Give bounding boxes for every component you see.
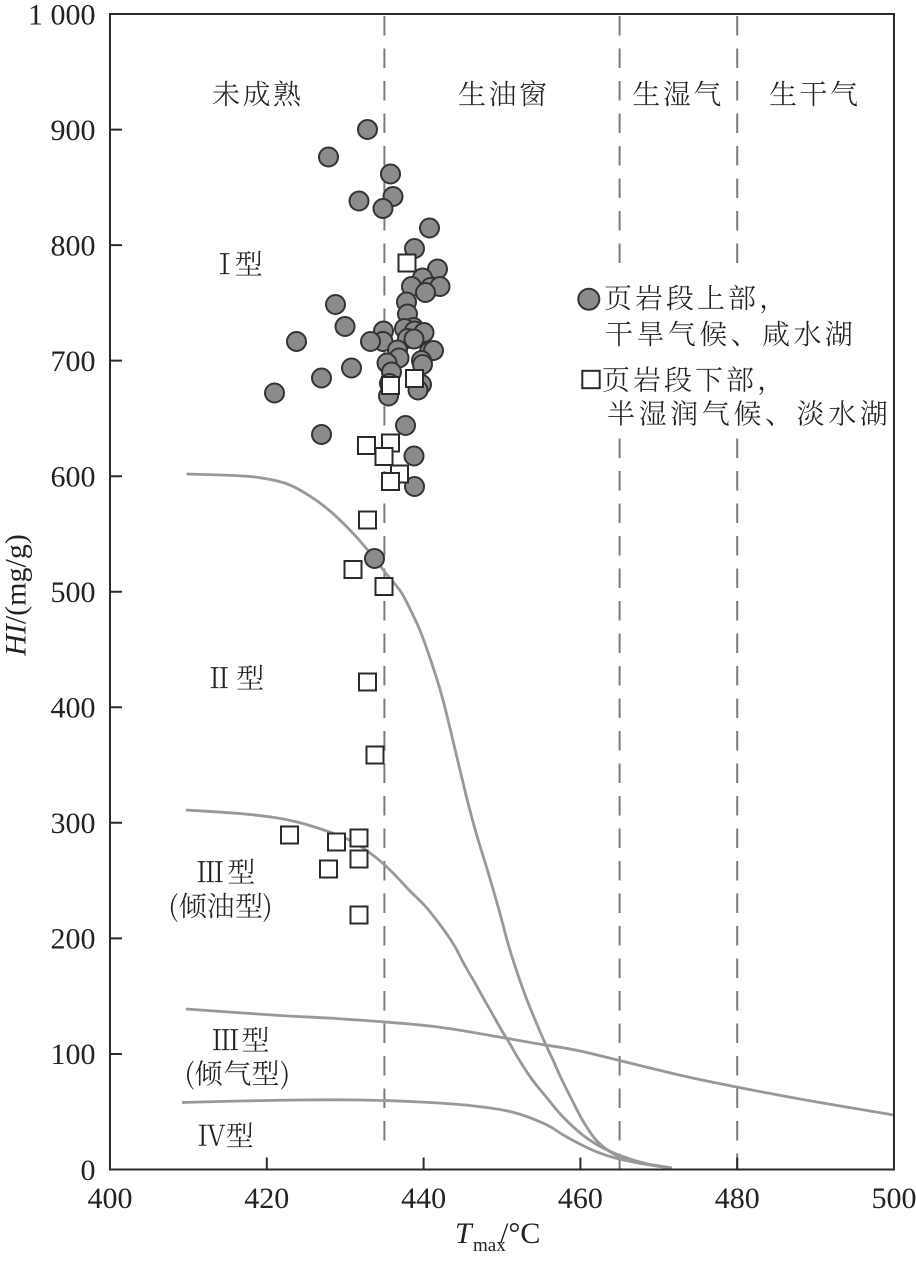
- svg-text:700: 700: [51, 345, 96, 378]
- svg-text:500: 500: [872, 1182, 916, 1215]
- svg-text:420: 420: [244, 1182, 289, 1215]
- svg-text:800: 800: [51, 229, 96, 262]
- svg-text:460: 460: [558, 1182, 603, 1215]
- svg-text:1 000: 1 000: [28, 0, 96, 31]
- svg-text:480: 480: [715, 1182, 760, 1215]
- svg-text:max: max: [473, 1235, 506, 1256]
- svg-text:600: 600: [51, 461, 96, 494]
- svg-text:900: 900: [51, 114, 96, 147]
- svg-text:0: 0: [81, 1154, 96, 1187]
- svg-text:T: T: [455, 1217, 474, 1250]
- svg-text:440: 440: [401, 1182, 446, 1215]
- svg-text:HI/(mg/g): HI/(mg/g): [0, 534, 33, 657]
- svg-text:500: 500: [51, 576, 96, 609]
- svg-text:400: 400: [88, 1182, 133, 1215]
- svg-text:400: 400: [51, 692, 96, 725]
- svg-text:/°C: /°C: [500, 1217, 540, 1250]
- svg-text:200: 200: [51, 923, 96, 956]
- svg-text:100: 100: [51, 1038, 96, 1071]
- svg-text:300: 300: [51, 807, 96, 840]
